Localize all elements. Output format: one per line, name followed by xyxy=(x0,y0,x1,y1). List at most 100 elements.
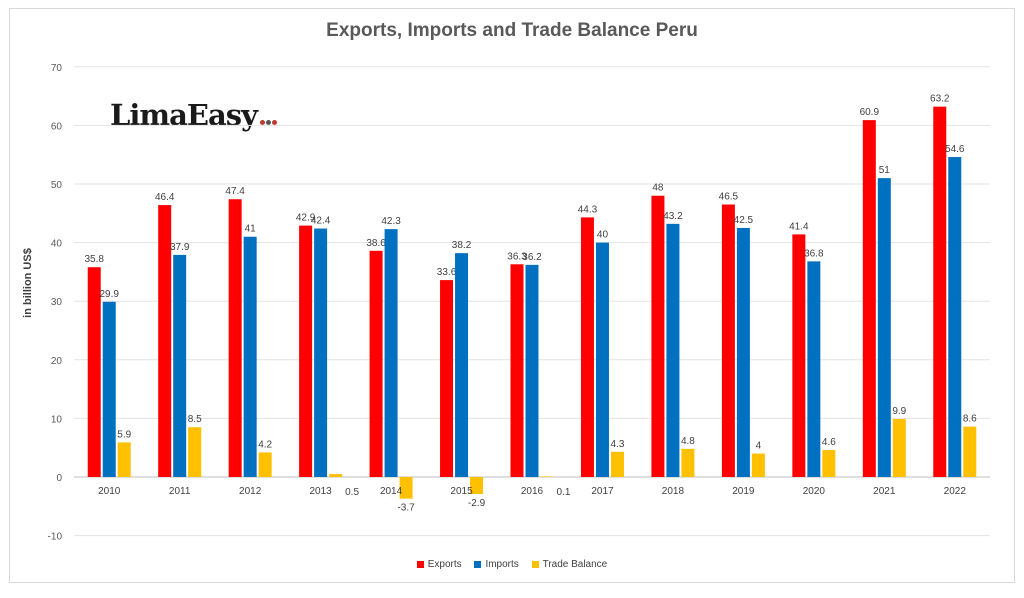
bar-exports xyxy=(87,267,101,477)
logo-dots xyxy=(259,98,277,132)
y-tick-label: 0 xyxy=(56,473,62,484)
legend-item-exports[interactable]: Exports xyxy=(416,559,462,570)
data-label-exports: 33.6 xyxy=(437,267,457,278)
data-label-exports: 44.3 xyxy=(578,204,598,215)
bar-exports xyxy=(440,280,454,477)
data-label-trade-balance: 8.6 xyxy=(963,414,977,425)
bar-trade-balance xyxy=(822,450,836,477)
legend-item-imports[interactable]: Imports xyxy=(474,559,519,570)
bar-trade-balance xyxy=(681,448,695,477)
x-tick-label: 2015 xyxy=(450,486,473,497)
bar-trade-balance xyxy=(470,477,484,494)
data-label-exports: 41.4 xyxy=(789,221,809,232)
data-label-imports: 54.6 xyxy=(945,144,965,155)
bar-trade-balance xyxy=(540,476,554,477)
data-label-trade-balance: 4.2 xyxy=(258,439,272,450)
bar-imports xyxy=(807,261,821,477)
data-label-imports: 41 xyxy=(245,224,257,235)
data-label-exports: 36.3 xyxy=(507,251,527,262)
data-label-imports: 51 xyxy=(879,165,891,176)
x-tick-label: 2018 xyxy=(662,486,685,497)
data-label-exports: 46.4 xyxy=(155,192,175,203)
y-tick-label: 20 xyxy=(51,356,63,367)
bar-exports xyxy=(510,264,524,477)
data-label-exports: 42.9 xyxy=(296,213,316,224)
bar-trade-balance xyxy=(892,418,906,477)
bar-trade-balance xyxy=(963,426,977,477)
x-tick-label: 2019 xyxy=(732,486,755,497)
legend-swatch-imports xyxy=(474,561,482,568)
data-label-trade-balance: 4.6 xyxy=(822,437,836,448)
data-label-imports: 37.9 xyxy=(170,242,190,253)
bar-trade-balance xyxy=(258,452,272,477)
data-label-imports: 42.5 xyxy=(734,215,754,226)
data-label-trade-balance: 0.1 xyxy=(557,487,571,498)
bar-trade-balance xyxy=(610,451,624,477)
legend-label-exports: Exports xyxy=(427,559,462,570)
data-label-exports: 46.5 xyxy=(719,192,739,203)
data-label-exports: 60.9 xyxy=(860,107,880,118)
x-tick-label: 2014 xyxy=(380,486,403,497)
data-label-exports: 35.8 xyxy=(84,254,104,265)
bar-imports xyxy=(666,223,680,477)
data-label-trade-balance: 5.9 xyxy=(117,429,131,440)
data-label-trade-balance: 8.5 xyxy=(188,414,202,425)
limaeasy-logo: LimaEasy xyxy=(110,98,277,132)
bar-exports xyxy=(580,217,594,478)
data-label-trade-balance: 0.5 xyxy=(345,487,359,498)
legend-item-trade-balance[interactable]: Trade Balance xyxy=(531,559,608,570)
data-label-imports: 42.4 xyxy=(311,216,331,227)
logo-text: LimaEasy xyxy=(110,98,258,132)
bar-imports xyxy=(877,178,891,477)
x-tick-label: 2013 xyxy=(309,486,332,497)
x-tick-label: 2022 xyxy=(944,486,967,497)
bar-imports xyxy=(243,236,257,477)
data-label-exports: 48 xyxy=(652,183,664,194)
bar-exports xyxy=(228,199,242,477)
x-tick-label: 2012 xyxy=(239,486,262,497)
bar-trade-balance xyxy=(329,474,343,477)
bar-imports xyxy=(948,157,962,477)
bar-imports xyxy=(455,253,469,477)
bar-exports xyxy=(933,106,947,477)
bar-exports xyxy=(721,204,735,477)
y-tick-label: 40 xyxy=(51,239,63,250)
data-label-imports: 40 xyxy=(597,230,609,241)
x-tick-label: 2017 xyxy=(591,486,614,497)
data-label-trade-balance: -3.7 xyxy=(397,503,415,514)
legend-swatch-trade-balance xyxy=(531,561,539,568)
data-label-trade-balance: -2.9 xyxy=(468,498,486,509)
bar-imports xyxy=(595,242,609,477)
data-label-exports: 38.6 xyxy=(366,238,386,249)
bar-trade-balance xyxy=(399,477,413,499)
legend-label-trade-balance: Trade Balance xyxy=(542,559,608,570)
x-tick-label: 2010 xyxy=(98,486,121,497)
data-label-imports: 38.2 xyxy=(452,240,472,251)
bar-trade-balance xyxy=(751,453,765,477)
bar-exports xyxy=(651,195,665,477)
data-label-imports: 36.2 xyxy=(522,252,542,263)
data-label-exports: 47.4 xyxy=(225,186,245,197)
data-label-imports: 43.2 xyxy=(663,211,683,222)
bar-trade-balance xyxy=(117,442,131,477)
x-tick-label: 2011 xyxy=(169,486,191,497)
bar-exports xyxy=(369,250,383,477)
data-label-trade-balance: 9.9 xyxy=(892,406,906,417)
y-tick-label: -10 xyxy=(48,532,63,543)
y-tick-label: 30 xyxy=(51,297,63,308)
data-label-trade-balance: 4.3 xyxy=(611,439,625,450)
bar-exports xyxy=(299,225,313,477)
bar-exports xyxy=(158,205,172,477)
bar-exports xyxy=(862,120,876,477)
legend-swatch-exports xyxy=(416,561,424,568)
data-label-imports: 29.9 xyxy=(99,289,119,300)
bar-imports xyxy=(314,228,328,477)
chart-title: Exports, Imports and Trade Balance Peru xyxy=(326,20,698,41)
y-tick-label: 50 xyxy=(51,180,63,191)
bar-imports xyxy=(736,227,750,477)
data-label-trade-balance: 4.8 xyxy=(681,436,695,447)
data-label-trade-balance: 4 xyxy=(756,441,762,452)
y-tick-label: 60 xyxy=(51,121,63,132)
bar-exports xyxy=(792,234,806,477)
